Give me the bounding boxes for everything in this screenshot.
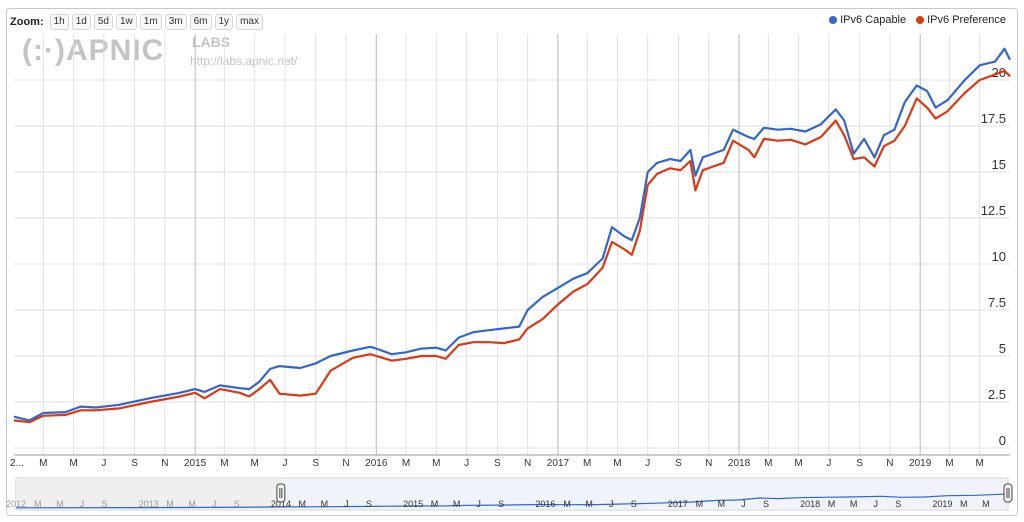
zoom-1y-button[interactable]: 1y	[214, 14, 234, 30]
zoom-5d-button[interactable]: 5d	[93, 14, 113, 30]
zoom-label: Zoom:	[10, 16, 44, 28]
zoom-max-button[interactable]: max	[236, 14, 263, 30]
zoom-3m-button[interactable]: 3m	[164, 14, 187, 30]
series-dot-icon	[916, 16, 925, 24]
zoom-1w-button[interactable]: 1w	[115, 14, 137, 30]
zoom-1h-button[interactable]: 1h	[49, 14, 69, 30]
legend-item-ipv6-capable[interactable]: IPv6 Capable	[829, 14, 906, 26]
legend-label-ipv6-capable: IPv6 Capable	[840, 14, 907, 26]
legend-item-ipv6-preference[interactable]: IPv6 Preference	[916, 14, 1006, 26]
series-dot-icon	[829, 16, 838, 24]
zoom-1m-button[interactable]: 1m	[139, 14, 162, 30]
zoom-1d-button[interactable]: 1d	[71, 14, 91, 30]
chart-legend: IPv6 Capable IPv6 Preference	[829, 14, 1006, 26]
chart-frame	[6, 8, 1018, 516]
zoom-6m-button[interactable]: 6m	[189, 14, 212, 30]
zoom-toolbar: Zoom: 1h 1d 5d 1w 1m 3m 6m 1y max	[10, 14, 263, 30]
legend-label-ipv6-preference: IPv6 Preference	[927, 14, 1006, 26]
